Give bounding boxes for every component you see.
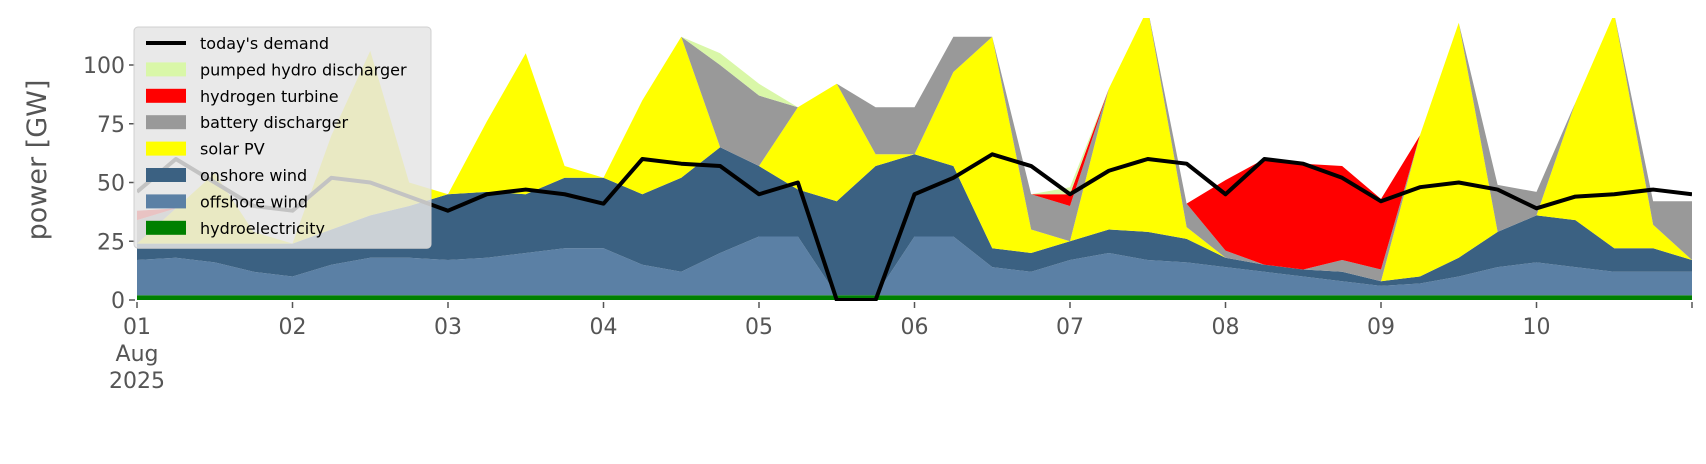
y-tick-label: 25 [97, 230, 125, 255]
legend-label: battery discharger [200, 113, 348, 132]
area [137, 236, 1692, 296]
legend-swatch [146, 88, 186, 103]
y-tick-label: 100 [83, 54, 125, 79]
x-tick-label: 06 [901, 315, 929, 340]
y-tick-label: 0 [111, 289, 125, 314]
legend-swatch [146, 62, 186, 77]
legend-swatch [146, 141, 186, 156]
x-tick-label: 04 [590, 315, 618, 340]
legend-swatch [146, 194, 186, 209]
legend-swatch [146, 220, 186, 235]
legend-label: hydroelectricity [200, 219, 325, 238]
legend-label: today's demand [200, 34, 329, 53]
legend: today's demand pumped hydro discharger hyd… [133, 26, 432, 249]
x-tick-label: 03 [434, 315, 462, 340]
x-tick-label: 07 [1056, 315, 1084, 340]
axes: 0 25 50 75 100 01 Aug 2025 02 03 04 05 06 07 08 09 10 [83, 54, 1693, 394]
y-axis-label: power [GW] [22, 80, 53, 241]
legend-label: pumped hydro discharger [200, 60, 407, 79]
legend-swatch [146, 168, 186, 182]
x-tick-label: 09 [1367, 315, 1395, 340]
y-tick-label: 50 [97, 172, 125, 197]
area [137, 295, 1692, 300]
legend-label: onshore wind [200, 166, 307, 185]
area [137, 18, 1692, 282]
x-tick-label: 02 [279, 315, 307, 340]
x-tick-label: 10 [1523, 315, 1551, 340]
x-tick-label: 05 [745, 315, 773, 340]
legend-label: solar PV [200, 140, 265, 159]
legend-label: offshore wind [200, 192, 308, 211]
x-tick-label: 08 [1212, 315, 1240, 340]
legend-swatch [146, 115, 186, 130]
legend-box [133, 26, 432, 249]
x-tick-label: 01 Aug 2025 [109, 315, 165, 394]
area [137, 18, 1692, 270]
y-tick-label: 75 [97, 113, 125, 138]
legend-label: hydrogen turbine [200, 87, 339, 106]
area [137, 18, 1692, 282]
area [137, 147, 1692, 296]
